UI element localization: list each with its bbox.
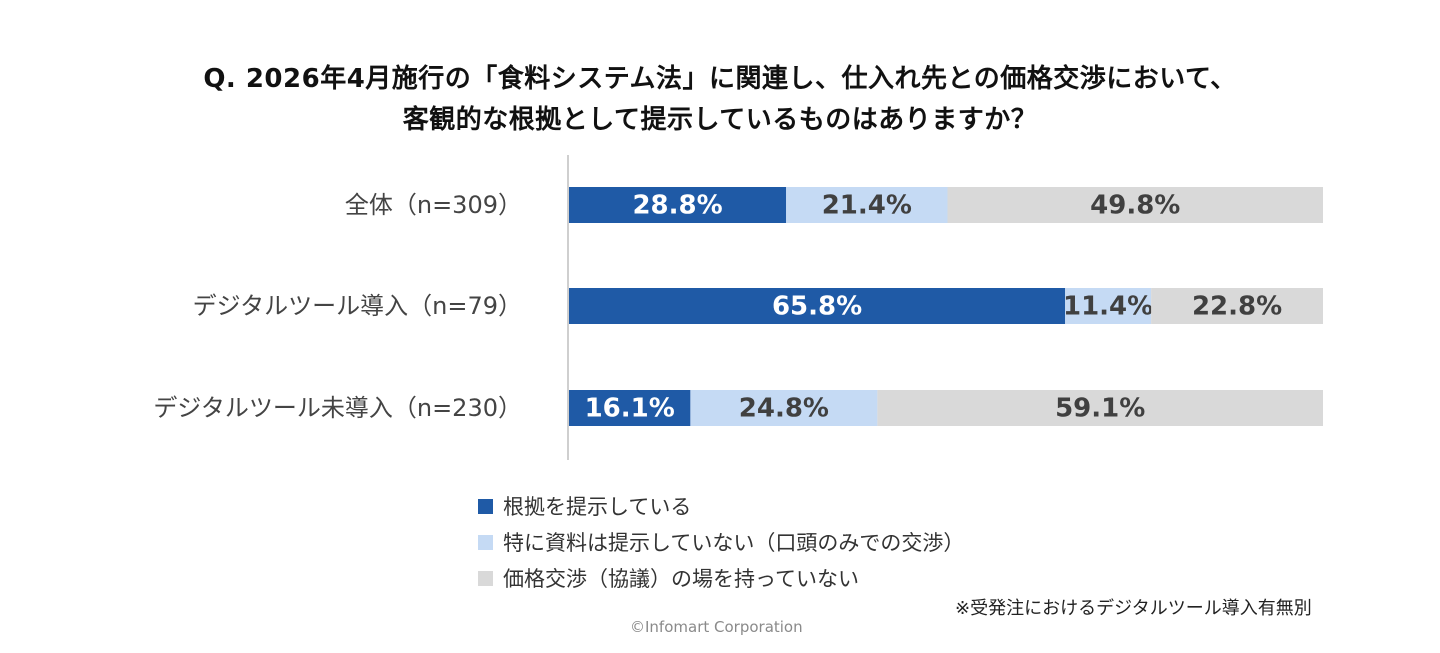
data-label: 49.8%: [1090, 191, 1180, 221]
data-label: 65.8%: [772, 292, 862, 322]
bar-segment: [947, 187, 1323, 223]
legend-item-no-negotiation: 価格交渉（協議）の場を持っていない: [478, 560, 964, 596]
bar-segment: [1065, 288, 1152, 324]
copyright: ©Infomart Corporation: [630, 618, 803, 636]
data-label: 28.8%: [632, 191, 722, 221]
category-label: デジタルツール導入（n=79）: [193, 292, 522, 320]
bar-segment: [786, 187, 948, 223]
category-label: デジタルツール未導入（n=230）: [153, 394, 522, 422]
legend-swatch-presenting-basis: [478, 498, 493, 514]
data-label: 16.1%: [585, 394, 675, 424]
legend-swatch-no-negotiation: [478, 570, 493, 586]
category-label: 全体（n=309）: [345, 191, 522, 219]
legend: 根拠を提示している 特に資料は提示していない（口頭のみでの交渉） 価格交渉（協議…: [478, 488, 964, 596]
legend-label-presenting-basis: 根拠を提示している: [503, 495, 692, 519]
data-label: 59.1%: [1055, 394, 1145, 424]
bar-segment: [1151, 288, 1323, 324]
chart-title-line-2: 客観的な根拠として提示しているものはありますか？: [402, 105, 1038, 135]
bar-segment: [569, 390, 691, 426]
legend-item-presenting-basis: 根拠を提示している: [478, 488, 964, 524]
legend-label-verbal-only: 特に資料は提示していない（口頭のみでの交渉）: [503, 531, 965, 555]
data-label: 11.4%: [1063, 292, 1153, 322]
data-label: 22.8%: [1192, 292, 1282, 322]
legend-label-no-negotiation: 価格交渉（協議）の場を持っていない: [503, 567, 859, 591]
chart-title-line-1: Q. 2026年4月施行の「食料システム法」に関連し、仕入れ先との価格交渉におい…: [203, 64, 1237, 94]
bar-segment: [877, 390, 1323, 426]
data-label: 21.4%: [822, 191, 912, 221]
bar-segment: [569, 288, 1066, 324]
footnote: ※受発注におけるデジタルツール導入有無別: [955, 598, 1312, 619]
legend-swatch-verbal-only: [478, 534, 493, 550]
data-label: 24.8%: [739, 394, 829, 424]
bar-segment: [569, 187, 787, 223]
bar-segment: [690, 390, 878, 426]
legend-item-verbal-only: 特に資料は提示していない（口頭のみでの交渉）: [478, 524, 964, 560]
